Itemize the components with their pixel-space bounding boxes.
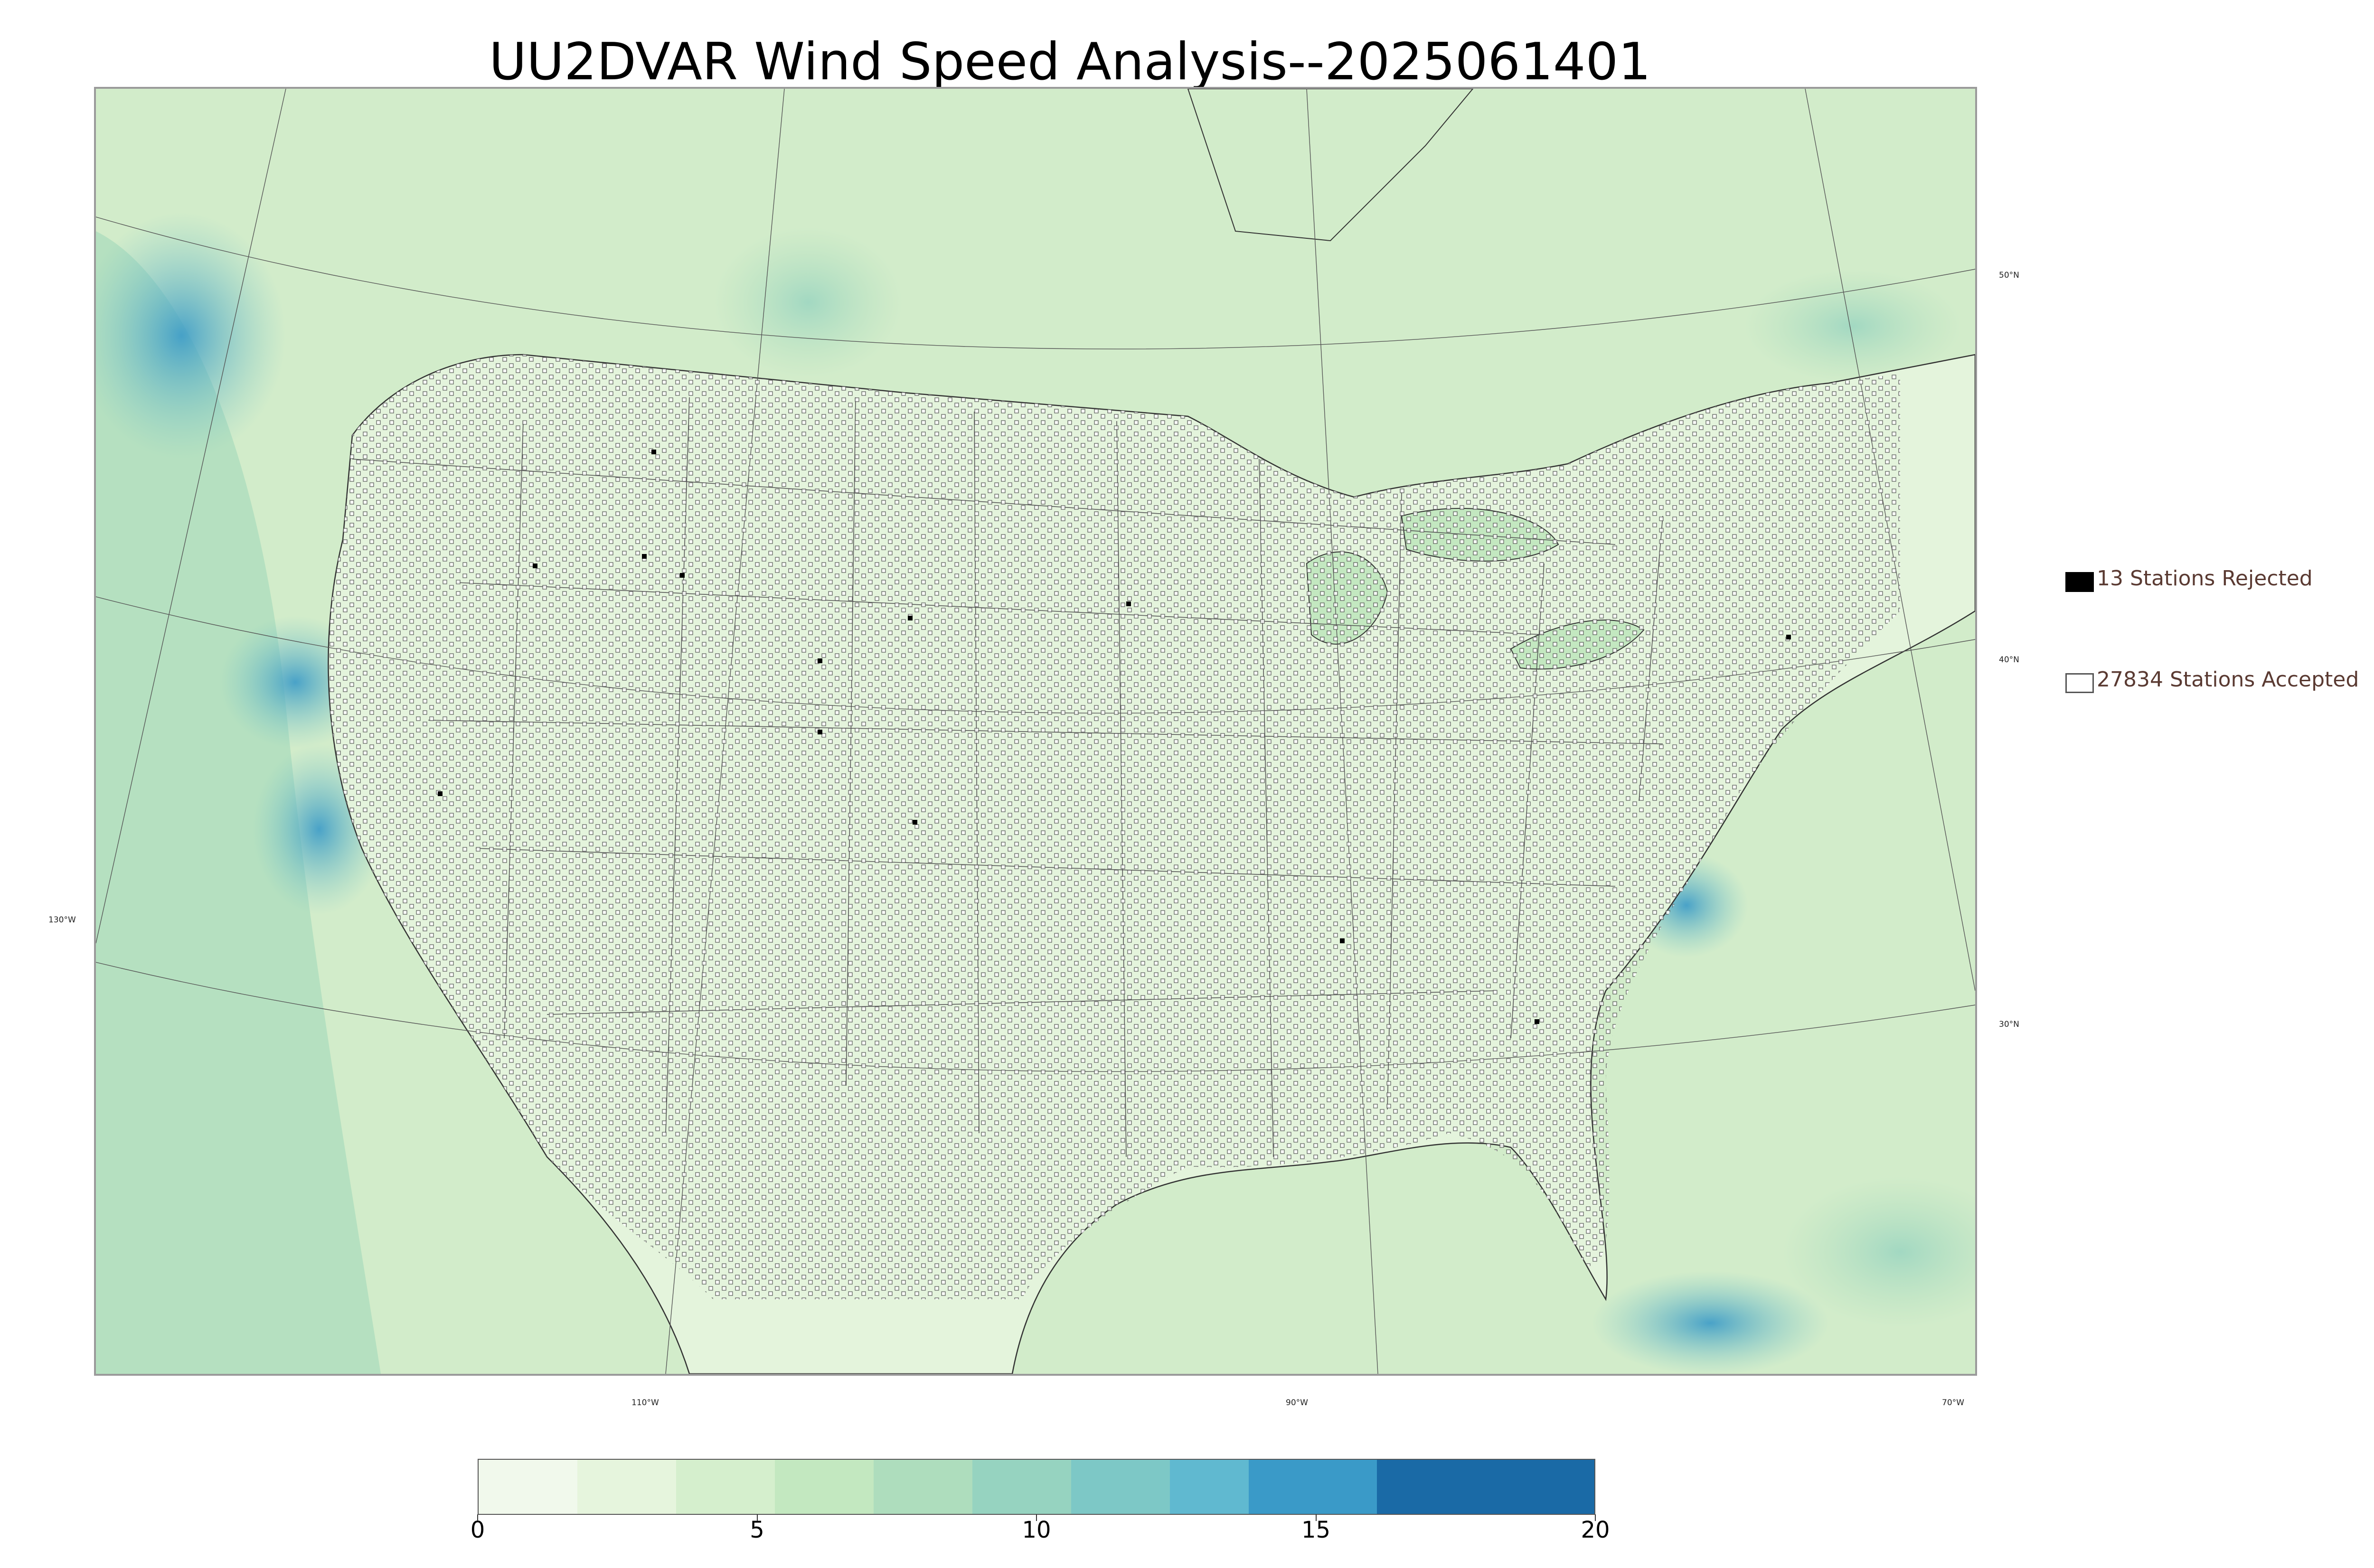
colorbar-tick-label: 5 — [750, 1517, 764, 1543]
colorbar-segment — [972, 1460, 1071, 1514]
colorbar-segment — [873, 1460, 972, 1514]
lat-label-50n: 50°N — [1999, 271, 2019, 280]
wind-speed-colorbar — [478, 1459, 1595, 1515]
colorbar-segment — [1249, 1460, 1377, 1514]
colorbar-segment — [1071, 1460, 1170, 1514]
accepted-stations — [328, 355, 1901, 1299]
lat-label-40n: 40°N — [1999, 655, 2019, 665]
pacific-high-wind — [96, 212, 286, 459]
legend-rejected-label: 13 Stations Rejected — [2097, 566, 2313, 591]
accepted-swatch-icon — [2065, 673, 2094, 693]
colorbar-tick — [1036, 1514, 1037, 1521]
chart-title: UU2DVAR Wind Speed Analysis--2025061401 — [489, 32, 1651, 92]
lat-label-30n: 30°N — [1999, 1020, 2019, 1029]
colorbar-segment — [1377, 1460, 1594, 1514]
map-canvas — [96, 89, 1975, 1374]
colorbar-tick — [1315, 1514, 1317, 1521]
rejected-stations — [438, 450, 1791, 1024]
rejected-swatch-icon — [2065, 572, 2094, 592]
colorbar-tick-label: 15 — [1301, 1517, 1331, 1543]
lon-label-130w: 130°W — [48, 915, 76, 925]
pacific-wind-band — [96, 231, 381, 1374]
colorbar-tick — [756, 1514, 758, 1521]
lon-label-110w: 110°W — [631, 1398, 659, 1408]
colorbar-segment — [1169, 1460, 1249, 1514]
colorbar-segment — [479, 1460, 577, 1514]
colorbar-tick — [477, 1514, 478, 1521]
colorbar-segment — [774, 1460, 874, 1514]
colorbar-segment — [676, 1460, 775, 1514]
colorbar-tick — [1595, 1514, 1596, 1521]
colorbar-tick-label: 10 — [1022, 1517, 1051, 1543]
lon-label-90w: 90°W — [1286, 1398, 1308, 1408]
wind-speed-map[interactable] — [94, 87, 1977, 1376]
colorbar-tick-label: 0 — [470, 1517, 485, 1543]
colorbar-tick-label: 20 — [1581, 1517, 1610, 1543]
lon-label-70w: 70°W — [1942, 1398, 1964, 1408]
colorbar-segment — [577, 1460, 676, 1514]
legend-accepted-label: 27834 Stations Accepted — [2097, 667, 2359, 692]
